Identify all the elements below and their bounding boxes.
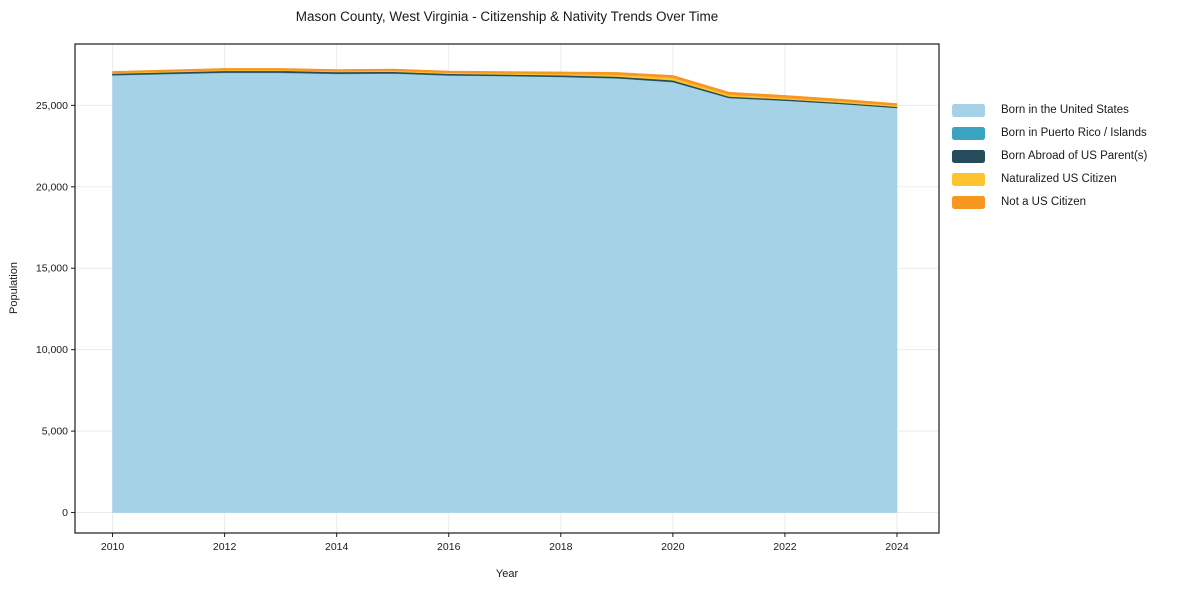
y-tick-label: 5,000 xyxy=(42,426,68,438)
legend-swatch xyxy=(952,104,985,117)
y-tick-label: 20,000 xyxy=(36,181,68,193)
y-axis-label: Population xyxy=(8,262,20,314)
legend-label: Born in the United States xyxy=(1001,104,1129,116)
legend: Born in the United States Born in Puerto … xyxy=(952,104,1147,219)
legend-label: Born in Puerto Rico / Islands xyxy=(1001,127,1147,139)
x-tick-label: 2014 xyxy=(325,541,349,553)
legend-swatch xyxy=(952,196,985,209)
x-axis-label: Year xyxy=(496,568,519,580)
legend-item: Naturalized US Citizen xyxy=(952,173,1147,186)
x-tick-label: 2016 xyxy=(437,541,461,553)
x-tick-label: 2010 xyxy=(101,541,125,553)
x-tick-label: 2022 xyxy=(773,541,797,553)
plot-border xyxy=(74,43,940,534)
x-tick-label: 2024 xyxy=(885,541,909,553)
area-series xyxy=(112,72,898,513)
legend-item: Not a US Citizen xyxy=(952,196,1147,209)
y-tick-label: 10,000 xyxy=(36,344,68,356)
legend-swatch xyxy=(952,127,985,140)
chart-title: Mason County, West Virginia - Citizenshi… xyxy=(295,9,719,24)
y-tick-label: 25,000 xyxy=(36,100,68,112)
y-tick-label: 15,000 xyxy=(36,263,68,275)
area-series xyxy=(112,68,898,106)
legend-item: Born Abroad of US Parent(s) xyxy=(952,150,1147,163)
legend-label: Born Abroad of US Parent(s) xyxy=(1001,150,1148,162)
x-tick-label: 2018 xyxy=(549,541,573,553)
axis-ticks: 2010 2012 2014 2016 2018 2020 2022 2024 0 5,000 10… xyxy=(36,100,909,553)
legend-swatch xyxy=(952,173,985,186)
legend-item: Born in Puerto Rico / Islands xyxy=(952,127,1147,140)
y-tick-label: 0 xyxy=(62,507,68,519)
stacked-areas xyxy=(112,68,898,513)
x-tick-label: 2012 xyxy=(213,541,237,553)
x-tick-label: 2020 xyxy=(661,541,685,553)
legend-label: Naturalized US Citizen xyxy=(1001,173,1117,185)
legend-label: Not a US Citizen xyxy=(1001,196,1087,208)
legend-swatch xyxy=(952,150,985,163)
legend-item: Born in the United States xyxy=(952,104,1147,117)
